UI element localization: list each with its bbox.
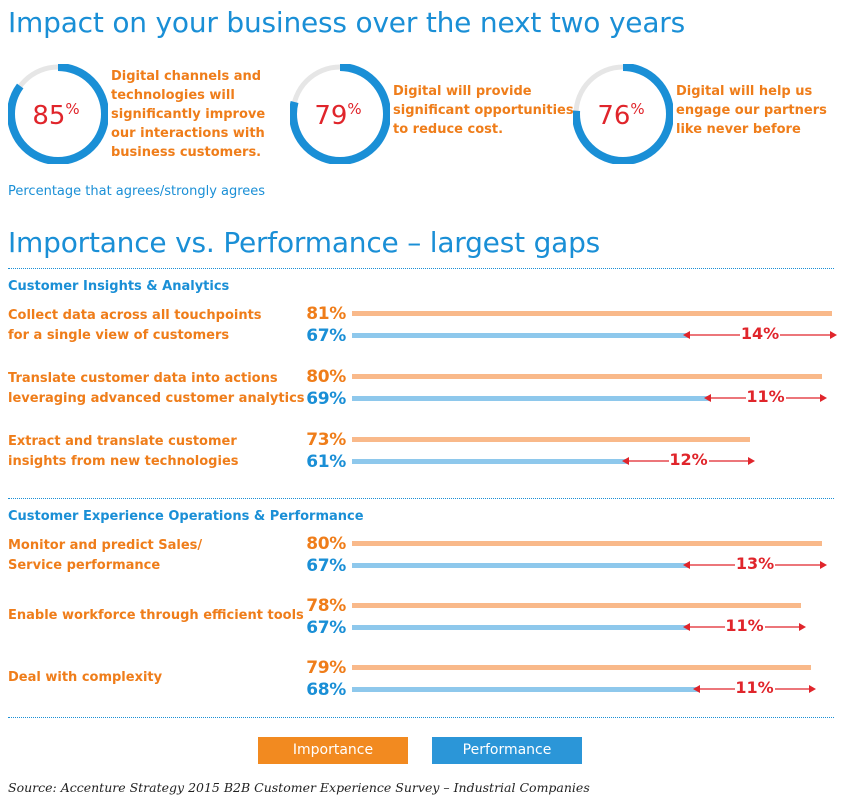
importance-bar (352, 437, 750, 442)
stat-description-line: business customers. (111, 145, 262, 160)
metric-label-line: Translate customer data into actions (8, 371, 278, 386)
stat-description-line: Digital channels and (111, 69, 262, 84)
gap-label: 12% (668, 450, 709, 470)
stat-ring: 79% (290, 64, 390, 164)
group-title: Customer Experience Operations & Perform… (8, 509, 364, 524)
metric-label-line: Extract and translate customer (8, 434, 237, 449)
stat-description-line: significantly improve (111, 107, 266, 122)
stat-description: Digital will help us engage our partners l… (676, 82, 827, 139)
gap-arrow-right-head (799, 623, 806, 631)
ring-progress (290, 64, 390, 164)
metric-label-line: Collect data across all touchpoints (8, 308, 262, 323)
metric-label-line: for a single view of customers (8, 328, 230, 343)
importance-value: 81% (306, 304, 346, 324)
performance-bar (352, 396, 709, 401)
chart-title: Importance vs. Performance – largest gap… (8, 226, 601, 259)
gap-label: 14% (740, 324, 780, 344)
importance-bar (352, 311, 832, 316)
performance-value: 67% (306, 556, 346, 576)
metric-label: Deal with complexity (8, 668, 162, 688)
gap-arrow-right-head (830, 331, 837, 339)
importance-value: 80% (306, 367, 346, 387)
performance-value: 69% (306, 389, 346, 409)
importance-value: 80% (306, 534, 346, 554)
metric-label-line: leveraging advanced customer analytics (8, 391, 305, 406)
gap-arrow-right-head (809, 685, 816, 693)
legend-importance: Importance (258, 737, 408, 764)
metric-label: Enable workforce through efficient tools (8, 606, 304, 626)
stat-description-line: significant opportunities (393, 103, 574, 118)
importance-bar (352, 541, 822, 546)
gap-label: 11% (724, 616, 765, 636)
gap-arrow-left-head (704, 394, 711, 402)
stat-ring: 85% (8, 64, 108, 164)
performance-value: 68% (306, 680, 346, 700)
performance-value: 67% (306, 326, 346, 346)
gap-arrow-left-head (683, 561, 690, 569)
importance-value: 78% (306, 596, 346, 616)
metric-label: Monitor and predict Sales/Service perfor… (8, 536, 202, 576)
legend-performance: Performance (432, 737, 582, 764)
stat-description: Digital will provide significant opportun… (393, 82, 574, 139)
importance-bar (352, 603, 801, 608)
stat-description-line: our interactions with (111, 126, 265, 141)
stat-description-line: Digital will help us (676, 84, 813, 99)
performance-bar (352, 687, 698, 692)
metric-label: Extract and translate customer insights f… (8, 432, 239, 472)
metric-label: Collect data across all touchpoints for a… (8, 306, 262, 346)
gap-arrow-right-head (748, 457, 755, 465)
stat-description-line: engage our partners (676, 103, 827, 118)
performance-value: 61% (306, 452, 346, 472)
section-divider (8, 498, 834, 499)
importance-bar (352, 665, 811, 670)
section-divider (8, 268, 834, 269)
stat-description-line: Digital will provide (393, 84, 532, 99)
metric-label-line: insights from new technologies (8, 454, 239, 469)
stat-description-line: to reduce cost. (393, 122, 504, 137)
gap-label: 13% (735, 554, 775, 574)
importance-value: 79% (306, 658, 346, 678)
stat-percent: 85% (32, 100, 79, 131)
ring-progress (573, 64, 673, 164)
stat-description: Digital channels and technologies will sig… (111, 67, 265, 162)
performance-bar (352, 563, 688, 568)
group-title: Customer Insights & Analytics (8, 279, 230, 294)
gap-arrow-right-head (820, 561, 827, 569)
gap-arrow-right-head (820, 394, 827, 402)
gap-arrow-left-head (693, 685, 700, 693)
source-note: Source: Accenture Strategy 2015 B2B Cust… (8, 780, 590, 795)
page-title: Impact on your business over the next tw… (8, 6, 685, 39)
gap-arrow-left-head (683, 331, 690, 339)
performance-bar (352, 333, 688, 338)
stat-description-line: technologies will (111, 88, 235, 103)
performance-bar (352, 459, 627, 464)
performance-value: 67% (306, 618, 346, 638)
metric-label-line: Monitor and predict Sales/ (8, 538, 203, 553)
importance-value: 73% (306, 430, 346, 450)
gap-label: 11% (734, 678, 775, 698)
importance-bar (352, 374, 822, 379)
gap-label: 11% (745, 387, 786, 407)
metric-label-line: Enable workforce through efficient tools (8, 608, 304, 623)
stats-caption: Percentage that agrees/strongly agrees (8, 184, 266, 199)
gap-arrow-left-head (683, 623, 690, 631)
ring-progress (8, 64, 108, 164)
metric-label-line: Deal with complexity (8, 670, 163, 685)
stat-ring: 76% (573, 64, 673, 164)
metric-label-line: Service performance (8, 558, 161, 573)
stat-percent: 79% (314, 100, 361, 131)
section-divider (8, 717, 834, 718)
stat-percent: 76% (597, 100, 644, 131)
stat-description-line: like never before (676, 122, 801, 137)
gap-arrow-left-head (622, 457, 629, 465)
performance-bar (352, 625, 688, 630)
metric-label: Translate customer data into actions leve… (8, 369, 305, 409)
